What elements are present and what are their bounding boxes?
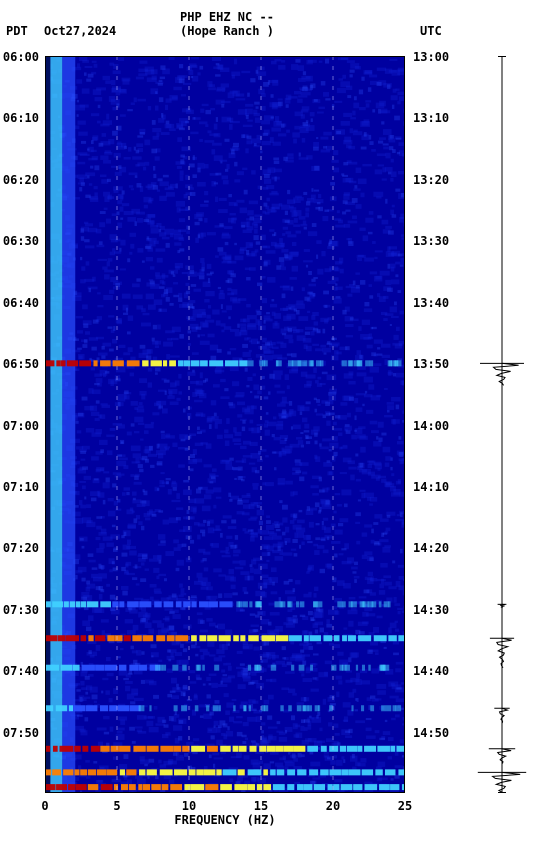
right-time-tick: 14:40 [413, 664, 449, 678]
right-time-tick: 13:30 [413, 234, 449, 248]
left-time-tick: 06:20 [3, 173, 39, 187]
left-time-tick: 07:30 [3, 603, 39, 617]
left-time-tick: 07:10 [3, 480, 39, 494]
right-time-tick: 13:00 [413, 50, 449, 64]
right-time-tick: 13:10 [413, 111, 449, 125]
x-tick: 10 [182, 799, 196, 813]
left-time-tick: 06:50 [3, 357, 39, 371]
spectrogram-plot [45, 56, 405, 793]
x-tick: 5 [113, 799, 120, 813]
right-time-tick: 13:20 [413, 173, 449, 187]
left-time-tick: 06:00 [3, 50, 39, 64]
right-time-tick: 14:30 [413, 603, 449, 617]
station-line2: (Hope Ranch ) [180, 24, 274, 38]
left-time-tick: 07:50 [3, 726, 39, 740]
left-time-tick: 07:40 [3, 664, 39, 678]
date-label: Oct27,2024 [44, 24, 116, 38]
left-time-tick: 06:40 [3, 296, 39, 310]
left-time-tick: 07:00 [3, 419, 39, 433]
x-tick: 25 [398, 799, 412, 813]
right-time-tick: 14:20 [413, 541, 449, 555]
x-tick: 0 [41, 799, 48, 813]
right-time-tick: 14:50 [413, 726, 449, 740]
right-time-tick: 14:10 [413, 480, 449, 494]
right-time-tick: 13:40 [413, 296, 449, 310]
right-time-tick: 14:00 [413, 419, 449, 433]
tz-right-label: UTC [420, 24, 442, 38]
seismogram-trace [477, 56, 527, 793]
tz-left-label: PDT [6, 24, 28, 38]
left-time-tick: 07:20 [3, 541, 39, 555]
right-time-tick: 13:50 [413, 357, 449, 371]
x-axis-label: FREQUENCY (HZ) [174, 813, 275, 827]
left-time-tick: 06:30 [3, 234, 39, 248]
x-tick: 20 [326, 799, 340, 813]
x-tick: 15 [254, 799, 268, 813]
left-time-tick: 06:10 [3, 111, 39, 125]
spectrogram-figure: PDT Oct27,2024 PHP EHZ NC -- (Hope Ranch… [0, 0, 552, 864]
station-line1: PHP EHZ NC -- [180, 10, 274, 24]
